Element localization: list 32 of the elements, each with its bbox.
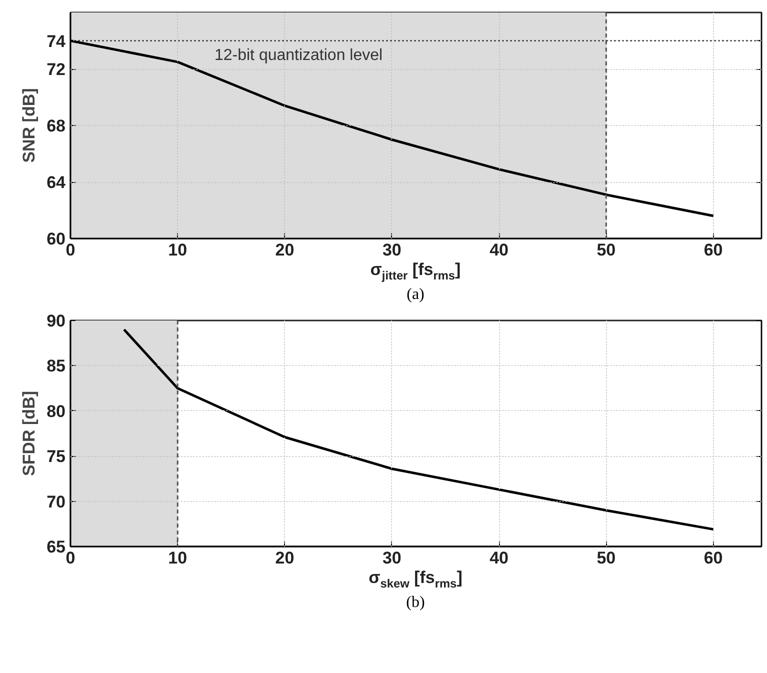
x-tick-label: 0 <box>66 548 76 568</box>
y-tick-label: 90 <box>46 312 66 330</box>
y-tick-label: 68 <box>46 116 66 136</box>
y-tick-label: 80 <box>46 402 66 421</box>
x-tick-label: 10 <box>168 548 188 568</box>
y-tick-label: 75 <box>46 447 66 466</box>
y-tick-label: 65 <box>46 538 66 556</box>
x-tick-label: 50 <box>596 548 616 568</box>
x-tick-label: 60 <box>704 240 723 260</box>
line-series <box>122 328 715 531</box>
ref-line-label: 12-bit quantization level <box>214 46 383 64</box>
y-tick-label: 74 <box>46 32 66 51</box>
x-tick-label: 40 <box>490 548 508 568</box>
y-tick-label: 64 <box>46 173 66 192</box>
y-tick-label: 72 <box>46 60 66 79</box>
x-tick-label: 20 <box>275 548 294 568</box>
y-axis-title: SNR [dB] <box>20 88 39 163</box>
y-tick-label: 85 <box>46 356 66 376</box>
x-tick-label: 20 <box>275 240 294 260</box>
text: (a) <box>406 285 426 305</box>
x-tick-label: 50 <box>596 240 616 260</box>
x-axis-title: σ$_{skew}$ [fs$_{rms}$] <box>368 567 464 592</box>
x-tick-label: 10 <box>168 240 188 260</box>
x-tick-label: 60 <box>704 548 723 568</box>
x-tick-label: 0 <box>66 240 76 260</box>
y-tick-label: 70 <box>46 492 66 512</box>
x-tick-label: 30 <box>382 240 402 260</box>
y-axis-title: SFDR [dB] <box>20 391 39 476</box>
x-tick-label: 40 <box>490 240 508 260</box>
x-axis-title: σ$_{jitter}$ [fs$_{rms}$] <box>369 259 462 284</box>
text: (b) <box>405 593 426 613</box>
x-tick-label: 30 <box>382 548 402 568</box>
